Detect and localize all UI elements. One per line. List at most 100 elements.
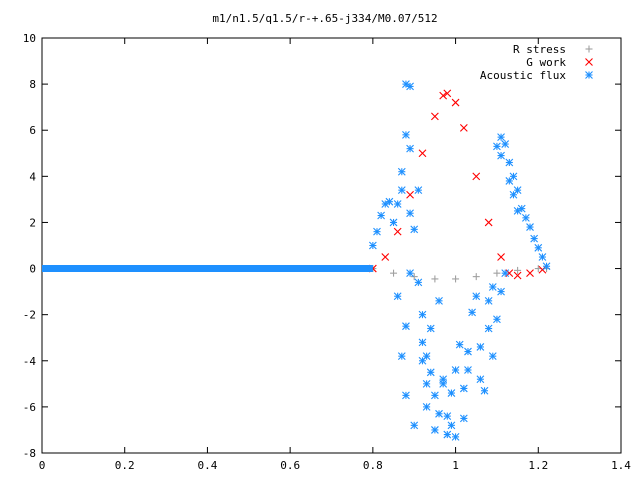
x-tick-label: 1.2 xyxy=(528,459,548,472)
data-point xyxy=(509,172,518,181)
data-point xyxy=(431,391,439,400)
data-point xyxy=(468,308,477,317)
data-point xyxy=(517,204,526,213)
data-point xyxy=(534,243,543,252)
data-point xyxy=(418,310,427,319)
data-point xyxy=(493,315,501,324)
series-acoustic-flux xyxy=(42,80,551,441)
x-tick-label: 0.4 xyxy=(197,459,217,472)
data-point xyxy=(447,421,456,430)
data-point xyxy=(452,275,460,283)
legend-label: G work xyxy=(526,56,566,69)
legend-label: Acoustic flux xyxy=(480,69,566,82)
data-point xyxy=(497,253,505,261)
data-point xyxy=(530,234,539,243)
data-point xyxy=(435,296,443,305)
y-tick-label: 8 xyxy=(29,78,36,91)
data-point xyxy=(513,271,522,280)
data-point xyxy=(497,287,505,296)
legend-marker xyxy=(585,58,593,66)
data-point xyxy=(393,200,402,208)
data-point xyxy=(459,414,468,423)
data-point xyxy=(431,112,439,121)
data-point xyxy=(402,322,410,331)
data-point xyxy=(443,89,452,98)
data-point xyxy=(472,292,481,301)
data-point xyxy=(526,223,534,231)
data-point xyxy=(435,409,443,418)
data-point xyxy=(368,241,377,250)
x-tick-label: 0.2 xyxy=(115,459,135,472)
data-point xyxy=(472,172,481,181)
legend-marker xyxy=(585,71,593,79)
data-point xyxy=(410,273,418,281)
data-point xyxy=(406,82,414,91)
y-tick-label: 6 xyxy=(29,124,36,137)
y-tick-label: 2 xyxy=(29,216,36,229)
data-point xyxy=(464,366,472,374)
data-point xyxy=(480,386,489,395)
data-point xyxy=(402,391,410,400)
data-point xyxy=(488,283,497,291)
data-point xyxy=(493,142,501,151)
data-point xyxy=(497,133,505,142)
legend-marker xyxy=(585,45,593,53)
y-tick-label: -6 xyxy=(23,401,36,414)
data-point xyxy=(439,379,448,388)
data-point xyxy=(526,269,534,278)
data-layer xyxy=(42,80,551,441)
data-point xyxy=(464,347,472,356)
data-point xyxy=(414,278,423,287)
x-tick-label: 1 xyxy=(452,459,459,472)
data-point xyxy=(406,269,414,278)
plot-frame xyxy=(41,37,622,454)
data-point xyxy=(385,197,394,206)
data-point xyxy=(443,430,452,439)
data-point xyxy=(406,190,414,199)
series-r-stress xyxy=(369,265,551,283)
data-point xyxy=(505,158,514,167)
series-g-work xyxy=(368,89,547,280)
data-point xyxy=(418,338,427,347)
data-point xyxy=(497,151,505,160)
data-point xyxy=(397,352,406,361)
data-point xyxy=(521,213,530,222)
data-point xyxy=(476,343,485,351)
data-point xyxy=(377,211,386,220)
data-point xyxy=(451,98,460,107)
data-point xyxy=(410,421,419,430)
data-point xyxy=(476,375,485,384)
chart-title: m1/n1.5/q1.5/r-+.65-j334/M0.07/512 xyxy=(212,12,437,25)
data-point xyxy=(389,218,398,227)
data-point xyxy=(484,218,493,227)
data-point xyxy=(422,379,431,388)
data-point xyxy=(459,384,468,393)
data-point xyxy=(439,91,448,100)
data-point xyxy=(418,149,427,158)
data-point xyxy=(381,253,390,261)
data-point xyxy=(410,225,419,234)
data-point xyxy=(406,209,414,218)
data-point xyxy=(426,368,435,377)
data-point xyxy=(488,352,497,361)
y-tick-label: 0 xyxy=(29,263,36,276)
data-point xyxy=(443,412,452,421)
data-point xyxy=(393,227,402,236)
data-point xyxy=(493,269,501,277)
data-point xyxy=(397,186,406,195)
data-point xyxy=(447,389,456,397)
data-point xyxy=(451,366,460,374)
data-point xyxy=(455,340,464,349)
data-point xyxy=(406,144,414,153)
y-tick-label: -4 xyxy=(23,355,37,368)
y-tick-label: 10 xyxy=(23,32,36,45)
x-tick-label: 0 xyxy=(39,459,46,472)
x-tick-label: 0.8 xyxy=(363,459,383,472)
data-point xyxy=(451,432,460,441)
data-point xyxy=(390,269,398,277)
data-point xyxy=(422,352,431,361)
y-tick-label: 4 xyxy=(29,170,36,183)
data-point xyxy=(431,275,439,283)
